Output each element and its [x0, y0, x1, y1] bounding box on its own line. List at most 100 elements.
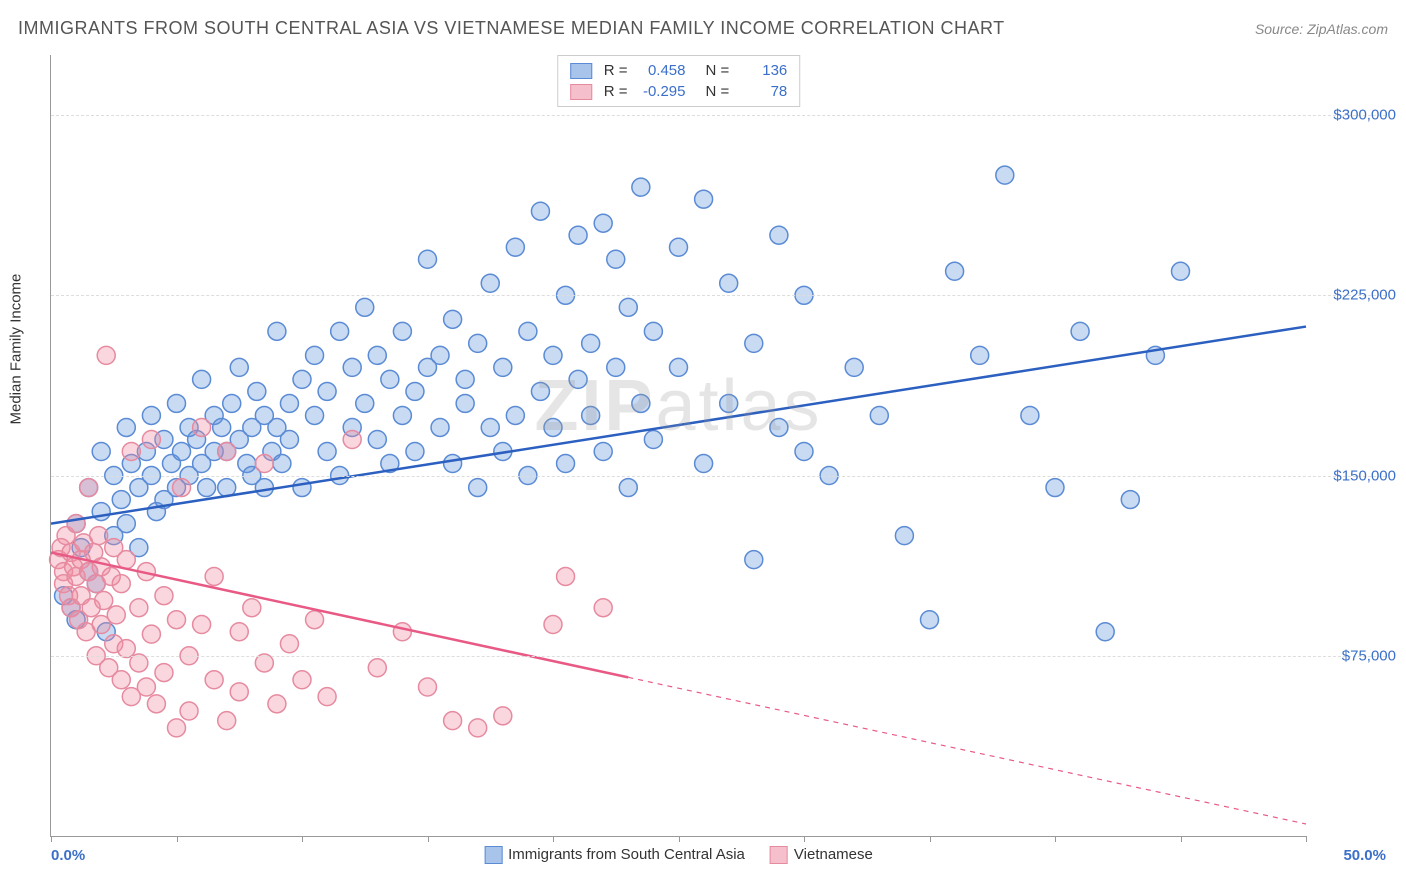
data-point [494, 358, 512, 376]
x-tick [930, 836, 931, 842]
data-point [582, 406, 600, 424]
data-point [306, 611, 324, 629]
data-point [230, 358, 248, 376]
x-tick [553, 836, 554, 842]
data-point [230, 623, 248, 641]
data-point [870, 406, 888, 424]
data-point [921, 611, 939, 629]
data-point [193, 370, 211, 388]
data-point [895, 527, 913, 545]
legend-bottom: Immigrants from South Central Asia Vietna… [484, 846, 873, 864]
data-point [273, 455, 291, 473]
data-point [670, 358, 688, 376]
data-point [280, 635, 298, 653]
data-point [946, 262, 964, 280]
data-point [431, 346, 449, 364]
data-point [456, 370, 474, 388]
grid-line [51, 656, 1386, 657]
x-tick [51, 836, 52, 842]
data-point [67, 515, 85, 533]
data-point [117, 515, 135, 533]
data-point [306, 406, 324, 424]
data-point [193, 616, 211, 634]
y-axis-label: Median Family Income [8, 273, 25, 424]
data-point [720, 394, 738, 412]
data-point [531, 202, 549, 220]
data-point [318, 443, 336, 461]
y-tick-label: $300,000 [1316, 107, 1396, 124]
data-point [173, 443, 191, 461]
legend-label: Immigrants from South Central Asia [508, 846, 745, 863]
data-point [318, 382, 336, 400]
data-point [632, 178, 650, 196]
data-point [481, 274, 499, 292]
source-label: Source: ZipAtlas.com [1255, 21, 1388, 37]
data-point [107, 606, 125, 624]
data-point [594, 443, 612, 461]
trend-line-extrapolated [628, 677, 1306, 824]
data-point [444, 712, 462, 730]
data-point [95, 592, 113, 610]
chart-title: IMMIGRANTS FROM SOUTH CENTRAL ASIA VS VI… [18, 18, 1005, 39]
legend-label: Vietnamese [794, 846, 873, 863]
x-tick [1055, 836, 1056, 842]
stat-r-value: 0.458 [636, 62, 686, 79]
data-point [117, 418, 135, 436]
data-point [173, 479, 191, 497]
data-point [1172, 262, 1190, 280]
data-point [393, 623, 411, 641]
data-point [795, 443, 813, 461]
data-point [1046, 479, 1064, 497]
data-point [213, 418, 231, 436]
stat-n-value: 136 [737, 62, 787, 79]
x-tick [177, 836, 178, 842]
data-point [280, 394, 298, 412]
x-tick [428, 836, 429, 842]
data-point [293, 479, 311, 497]
data-point [97, 346, 115, 364]
data-point [368, 431, 386, 449]
stats-row: R = -0.295 N = 78 [570, 81, 788, 102]
data-point [293, 671, 311, 689]
y-tick-label: $225,000 [1316, 287, 1396, 304]
data-point [381, 370, 399, 388]
data-point [168, 719, 186, 737]
data-point [456, 394, 474, 412]
data-point [268, 322, 286, 340]
grid-line [51, 115, 1386, 116]
scatter-plot [51, 55, 1306, 836]
data-point [544, 346, 562, 364]
data-point [198, 479, 216, 497]
data-point [180, 702, 198, 720]
data-point [193, 418, 211, 436]
data-point [306, 346, 324, 364]
data-point [155, 664, 173, 682]
data-point [444, 310, 462, 328]
data-point [481, 418, 499, 436]
data-point [137, 678, 155, 696]
data-point [80, 479, 98, 497]
data-point [218, 443, 236, 461]
data-point [419, 678, 437, 696]
data-point [644, 431, 662, 449]
data-point [770, 418, 788, 436]
data-point [218, 712, 236, 730]
series-swatch [570, 84, 592, 100]
data-point [695, 190, 713, 208]
data-point [444, 455, 462, 473]
data-point [343, 431, 361, 449]
data-point [368, 346, 386, 364]
data-point [122, 443, 140, 461]
data-point [406, 443, 424, 461]
y-tick-label: $75,000 [1316, 647, 1396, 664]
stats-row: R = 0.458 N = 136 [570, 60, 788, 81]
data-point [318, 688, 336, 706]
data-point [406, 382, 424, 400]
x-axis-min-label: 0.0% [51, 847, 85, 864]
data-point [90, 527, 108, 545]
data-point [506, 406, 524, 424]
data-point [494, 707, 512, 725]
legend-item: Vietnamese [770, 846, 873, 864]
stat-n-label: N = [706, 83, 730, 100]
data-point [594, 599, 612, 617]
